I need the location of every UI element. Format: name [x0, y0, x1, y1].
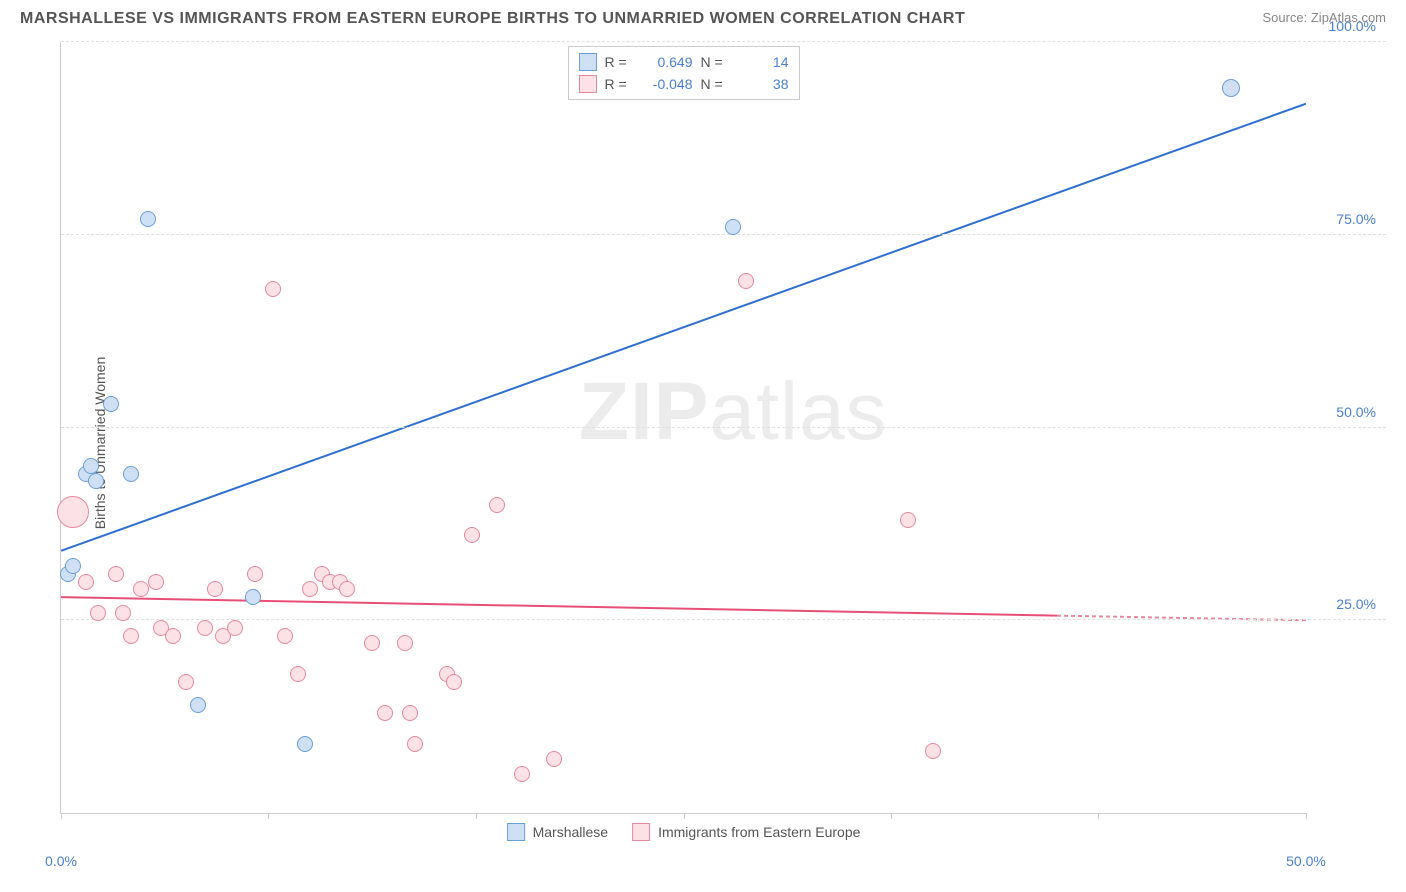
marker-pink — [178, 674, 194, 690]
n-value-blue: 14 — [737, 54, 789, 70]
legend-swatch-blue — [507, 823, 525, 841]
marker-pink — [78, 574, 94, 590]
marker-blue — [140, 211, 156, 227]
marker-blue — [245, 589, 261, 605]
x-tick — [684, 813, 685, 819]
marker-blue — [65, 558, 81, 574]
y-tick-label: 25.0% — [1336, 596, 1376, 612]
legend-label-blue: Marshallese — [533, 824, 608, 840]
watermark-atlas: atlas — [709, 366, 887, 457]
marker-blue — [83, 458, 99, 474]
marker-pink — [489, 497, 505, 513]
n-value-pink: 38 — [737, 76, 789, 92]
r-value-blue: 0.649 — [641, 54, 693, 70]
marker-pink — [123, 628, 139, 644]
chart-container: MARSHALLESE VS IMMIGRANTS FROM EASTERN E… — [0, 0, 1406, 892]
legend-label-pink: Immigrants from Eastern Europe — [658, 824, 860, 840]
marker-blue — [1222, 79, 1240, 97]
marker-pink — [464, 527, 480, 543]
grid-line — [61, 427, 1386, 428]
marker-pink — [377, 705, 393, 721]
n-label: N = — [701, 54, 729, 70]
marker-pink — [227, 620, 243, 636]
marker-blue — [190, 697, 206, 713]
trend-lines — [61, 42, 1306, 813]
plot-area: ZIPatlas R = 0.649 N = 14 R = -0.048 N =… — [60, 42, 1306, 814]
swatch-pink — [579, 75, 597, 93]
legend-swatch-pink — [632, 823, 650, 841]
marker-blue — [88, 473, 104, 489]
marker-pink — [364, 635, 380, 651]
stats-box: R = 0.649 N = 14 R = -0.048 N = 38 — [568, 46, 800, 100]
r-value-pink: -0.048 — [641, 76, 693, 92]
marker-pink — [90, 605, 106, 621]
marker-pink — [446, 674, 462, 690]
n-label: N = — [701, 76, 729, 92]
marker-pink — [397, 635, 413, 651]
marker-blue — [725, 219, 741, 235]
marker-pink — [133, 581, 149, 597]
bottom-legend: Marshallese Immigrants from Eastern Euro… — [507, 823, 861, 841]
marker-pink — [115, 605, 131, 621]
r-label: R = — [605, 54, 633, 70]
marker-pink — [339, 581, 355, 597]
x-tick — [1098, 813, 1099, 819]
x-tick — [268, 813, 269, 819]
marker-pink — [207, 581, 223, 597]
x-tick-label: 50.0% — [1286, 853, 1326, 869]
marker-pink — [302, 581, 318, 597]
marker-pink — [247, 566, 263, 582]
r-label: R = — [605, 76, 633, 92]
marker-pink — [290, 666, 306, 682]
marker-blue — [123, 466, 139, 482]
marker-pink — [148, 574, 164, 590]
x-tick — [61, 813, 62, 819]
legend-item-blue: Marshallese — [507, 823, 608, 841]
marker-pink — [108, 566, 124, 582]
x-tick — [1306, 813, 1307, 819]
chart-area: Births to Unmarried Women ZIPatlas R = 0… — [48, 42, 1386, 844]
y-tick-label: 100.0% — [1329, 18, 1376, 34]
watermark-zip: ZIP — [579, 366, 710, 457]
x-tick — [891, 813, 892, 819]
marker-pink — [900, 512, 916, 528]
y-tick-label: 75.0% — [1336, 211, 1376, 227]
marker-pink — [402, 705, 418, 721]
marker-pink — [197, 620, 213, 636]
marker-pink — [277, 628, 293, 644]
stats-row-pink: R = -0.048 N = 38 — [579, 73, 789, 95]
chart-title: MARSHALLESE VS IMMIGRANTS FROM EASTERN E… — [20, 10, 965, 28]
x-tick-label: 0.0% — [45, 853, 77, 869]
marker-pink — [265, 281, 281, 297]
header: MARSHALLESE VS IMMIGRANTS FROM EASTERN E… — [0, 0, 1406, 28]
marker-pink — [407, 736, 423, 752]
marker-pink — [57, 496, 89, 528]
swatch-blue — [579, 53, 597, 71]
watermark: ZIPatlas — [579, 365, 888, 459]
marker-pink — [925, 743, 941, 759]
grid-line — [61, 234, 1386, 235]
marker-blue — [103, 396, 119, 412]
marker-pink — [514, 766, 530, 782]
y-tick-label: 50.0% — [1336, 404, 1376, 420]
stats-row-blue: R = 0.649 N = 14 — [579, 51, 789, 73]
marker-pink — [546, 751, 562, 767]
marker-pink — [738, 273, 754, 289]
marker-pink — [165, 628, 181, 644]
legend-item-pink: Immigrants from Eastern Europe — [632, 823, 860, 841]
marker-blue — [297, 736, 313, 752]
grid-line — [61, 619, 1386, 620]
grid-line — [61, 41, 1386, 42]
x-tick — [476, 813, 477, 819]
